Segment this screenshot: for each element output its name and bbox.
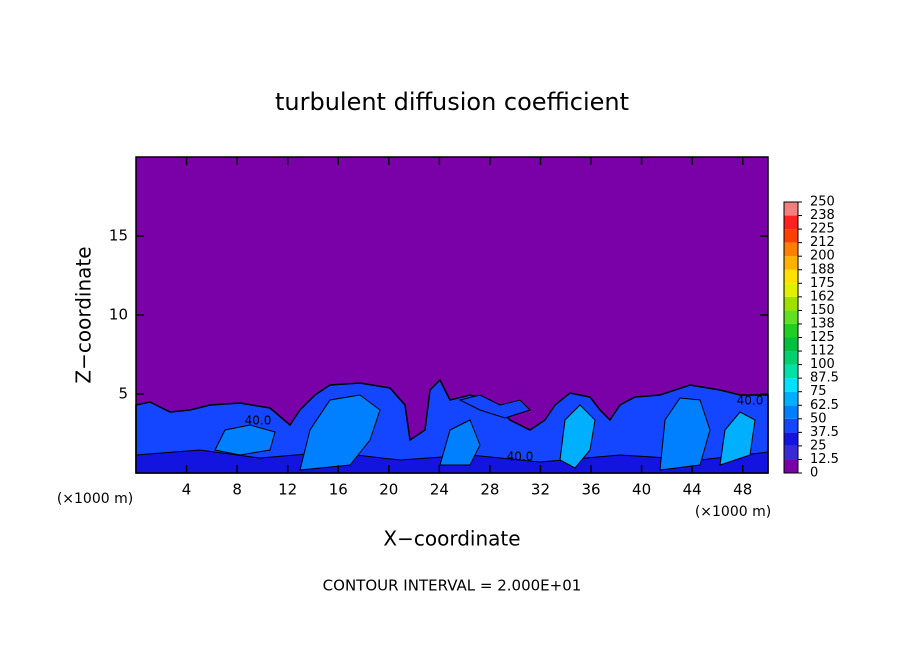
colorbar-label: 112	[810, 344, 835, 359]
x-tick-label: 4	[182, 481, 192, 499]
colorbar-label: 162	[810, 289, 835, 304]
colorbar-band	[784, 432, 798, 446]
colorbar-band	[784, 229, 798, 243]
colorbar-label: 250	[810, 195, 835, 210]
x-unit-label: (×1000 m)	[57, 491, 133, 507]
colorbar-band	[784, 337, 798, 352]
colorbar-label: 37.5	[810, 425, 839, 440]
field-region	[458, 394, 531, 419]
colorbar-band	[784, 269, 798, 284]
y-tick-label: 15	[109, 227, 128, 245]
colorbar-band	[784, 351, 798, 365]
field-region	[559, 404, 596, 469]
colorbar-label: 150	[810, 303, 835, 318]
field-region	[659, 397, 711, 471]
colorbar-band	[784, 418, 798, 433]
contour-interval-note: CONTOUR INTERVAL = 2.000E+01	[323, 577, 582, 595]
colorbar-label: 75	[810, 384, 827, 399]
x-tick-label: 20	[379, 481, 398, 499]
x-tick-label: 16	[329, 481, 348, 499]
contour-label: 40.0	[737, 394, 764, 408]
x-tick-label: 44	[683, 481, 702, 499]
colorbar-label: 125	[810, 330, 835, 345]
x-unit-label: (×1000 m)	[695, 504, 771, 520]
colorbar-label: 238	[810, 208, 835, 223]
colorbar-band	[784, 405, 798, 419]
colorbar-label: 100	[810, 357, 835, 372]
plot-frame	[135, 156, 769, 474]
colorbar-band	[784, 364, 798, 379]
colorbar-label: 200	[810, 249, 835, 264]
colorbar-label: 212	[810, 235, 835, 250]
colorbar-band	[784, 242, 798, 257]
x-tick-label: 40	[632, 481, 651, 499]
colorbar-band	[784, 445, 798, 460]
field-region	[214, 424, 276, 456]
colorbar-label: 50	[810, 411, 827, 426]
field-region	[299, 394, 381, 471]
field	[135, 157, 769, 474]
colorbar-band	[784, 391, 798, 406]
colorbar-band	[784, 202, 798, 216]
y-axis-label: Z−coordinate	[72, 246, 96, 383]
colorbar-label: 12.5	[810, 452, 839, 467]
x-tick-label: 12	[278, 481, 297, 499]
colorbar-band	[784, 256, 798, 270]
colorbar-band	[784, 215, 798, 230]
field-region	[719, 411, 756, 466]
field-region	[439, 419, 481, 466]
colorbar-band	[784, 296, 798, 311]
colorbar-label: 175	[810, 276, 835, 291]
y-tick-label: 10	[109, 306, 128, 324]
x-tick-label: 32	[531, 481, 550, 499]
x-axis-label: X−coordinate	[383, 527, 520, 551]
field-region	[135, 378, 769, 474]
colorbar-band	[784, 310, 798, 324]
x-tick-label: 48	[733, 481, 752, 499]
colorbar-label: 0	[810, 466, 818, 481]
chart-title: turbulent diffusion coefficient	[275, 88, 629, 116]
contour-label: 40.0	[507, 450, 534, 464]
colorbar-label: 138	[810, 316, 835, 331]
colorbar-band	[784, 283, 798, 297]
y-tick-label: 5	[118, 385, 128, 403]
colorbar-band	[784, 323, 798, 338]
colorbar-band	[784, 378, 798, 392]
colorbar-band	[784, 459, 798, 473]
colorbar-label: 225	[810, 222, 835, 237]
colorbar-frame	[783, 201, 799, 474]
x-tick-label: 8	[232, 481, 242, 499]
colorbar-label: 25	[810, 438, 827, 453]
contour-label: 40.0	[245, 414, 272, 428]
colorbar-label: 188	[810, 262, 835, 277]
colorbar-label: 62.5	[810, 398, 839, 413]
x-tick-label: 36	[581, 481, 600, 499]
colorbar-label: 87.5	[810, 371, 839, 386]
x-tick-label: 24	[430, 481, 449, 499]
x-tick-label: 28	[480, 481, 499, 499]
